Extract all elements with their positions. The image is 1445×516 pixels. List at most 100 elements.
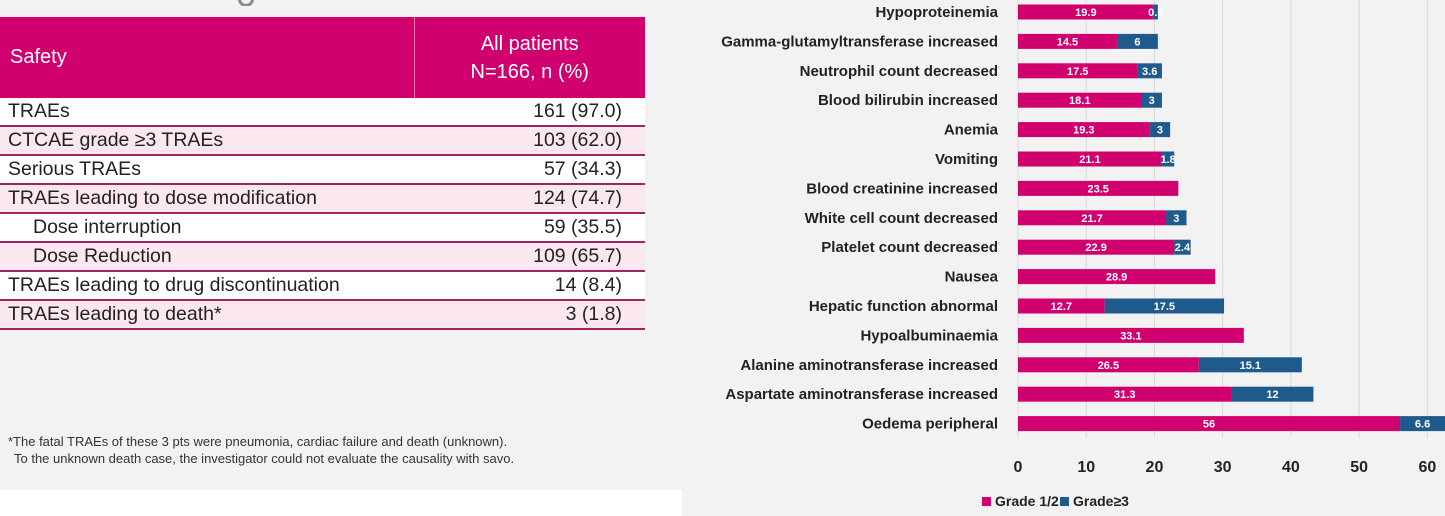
category-label: Anemia <box>944 122 999 139</box>
row-value: 161 (97.0) <box>414 98 645 127</box>
data-label: 17.5 <box>1067 66 1088 78</box>
bar-grade-3 <box>1198 357 1302 373</box>
legend: Grade 1/2 Grade≥3 <box>982 493 1129 509</box>
x-tick-label: 20 <box>1146 459 1164 476</box>
row-label: TRAEs leading to dose modification <box>0 184 414 214</box>
bar-grade-3 <box>1137 63 1162 79</box>
x-tick-label: 40 <box>1282 459 1300 476</box>
x-axis-ticks: 0 10 20 30 40 50 60 <box>1014 459 1437 476</box>
data-label: 18.1 <box>1069 95 1090 107</box>
bar-grade-1-2 <box>1018 151 1162 167</box>
legend-label-grade-3: Grade≥3 <box>1073 493 1129 509</box>
bar-grade-3 <box>1174 239 1191 255</box>
data-label: 2.4 <box>1175 242 1191 254</box>
category-label: White cell count decreased <box>805 210 998 227</box>
data-label: 3 <box>1157 125 1163 137</box>
bar-grade-1-2 <box>1018 33 1117 49</box>
bar-grade-3 <box>1166 210 1187 226</box>
bar-grade-3 <box>1104 298 1225 314</box>
table-header-row: Safety All patients N=166, n (%) <box>0 17 645 98</box>
category-label: Hepatic function abnormal <box>809 298 998 315</box>
bar-grade-3 <box>1149 122 1171 138</box>
row-label: Dose interruption <box>0 213 414 243</box>
data-label: 6 <box>1134 36 1140 48</box>
bar-grade-3 <box>1400 416 1445 432</box>
row-value: 14 (8.4) <box>414 271 645 301</box>
data-label: 26.5 <box>1098 360 1119 372</box>
data-label: 6.6 <box>1415 419 1430 431</box>
legend-label-grade-1-2: Grade 1/2 <box>995 493 1059 509</box>
bar-grade-1-2 <box>1018 327 1244 343</box>
row-label: TRAEs <box>0 98 414 127</box>
adverse-events-chart: Hypoproteinemia Gamma-glutamyltransferase… <box>721 0 1445 509</box>
category-label: Platelet count decreased <box>821 239 998 256</box>
data-label: 19.9 <box>1075 7 1096 19</box>
bar-grade-1-2 <box>1018 416 1401 432</box>
table-row: TRAEs leading to dose modification 124 (… <box>0 184 645 214</box>
category-label: Oedema peripheral <box>862 416 998 433</box>
data-label: 23.5 <box>1087 183 1108 195</box>
bar-grade-3 <box>1116 33 1158 49</box>
bar-grade-3 <box>1153 4 1158 20</box>
row-label: Dose Reduction <box>0 242 414 272</box>
data-label: 15.1 <box>1240 360 1261 372</box>
bar-grade-1-2 <box>1018 4 1154 20</box>
category-label: Gamma-glutamyltransferase increased <box>721 33 998 50</box>
table-row: TRAEs leading to death* 3 (1.8) <box>0 300 645 330</box>
category-label: Hypoproteinemia <box>875 4 998 21</box>
row-label: TRAEs leading to drug discontinuation <box>0 271 414 301</box>
bar-grade-1-2 <box>1018 180 1179 196</box>
bar-grade-3 <box>1231 386 1314 402</box>
bar-grade-3 <box>1161 151 1175 167</box>
bar-grade-1-2 <box>1018 210 1167 226</box>
table-row: Dose Reduction 109 (65.7) <box>0 242 645 272</box>
bar-grade-1-2 <box>1018 122 1150 138</box>
data-label: 19.3 <box>1073 125 1094 137</box>
row-label: Serious TRAEs <box>0 155 414 185</box>
x-tick-label: 10 <box>1077 459 1095 476</box>
data-label: 31.3 <box>1114 389 1135 401</box>
row-label: CTCAE grade ≥3 TRAEs <box>0 126 414 156</box>
row-value: 3 (1.8) <box>414 300 645 330</box>
safety-table: Safety All patients N=166, n (%) TRAEs 1… <box>0 17 645 330</box>
bar-grade-1-2 <box>1018 92 1142 108</box>
category-label: Nausea <box>945 269 999 286</box>
x-tick-label: 0 <box>1014 459 1023 476</box>
table-row: TRAEs leading to drug discontinuation 14… <box>0 271 645 301</box>
category-label: Aspartate aminotransferase increased <box>725 386 998 403</box>
category-label: Alanine aminotransferase increased <box>740 357 998 374</box>
table-row: Serious TRAEs 57 (34.3) <box>0 155 645 185</box>
data-label: 3.6 <box>1142 66 1157 78</box>
bar-grade-1-2 <box>1018 298 1105 314</box>
category-labels: Hypoproteinemia Gamma-glutamyltransferase… <box>721 4 998 433</box>
x-tick-label: 30 <box>1214 459 1232 476</box>
row-value: 124 (74.7) <box>414 184 645 214</box>
x-tick-label: 50 <box>1350 459 1368 476</box>
row-label: TRAEs leading to death* <box>0 300 414 330</box>
category-label: Blood creatinine increased <box>806 180 998 197</box>
bar-grade-1-2 <box>1018 386 1232 402</box>
data-label: 12 <box>1266 389 1278 401</box>
category-label: Vomiting <box>935 151 998 168</box>
footnote: *The fatal TRAEs of these 3 pts were pne… <box>8 433 514 467</box>
row-value: 57 (34.3) <box>414 155 645 185</box>
data-label: 22.9 <box>1085 242 1106 254</box>
data-label: 14.5 <box>1057 36 1078 48</box>
bar-grade-1-2 <box>1018 63 1138 79</box>
table-row: TRAEs 161 (97.0) <box>0 98 645 127</box>
data-label: 56 <box>1203 419 1215 431</box>
data-label: 1.8 <box>1160 154 1175 166</box>
data-label: 3 <box>1173 213 1179 225</box>
row-value: 103 (62.0) <box>414 126 645 156</box>
data-label: 17.5 <box>1154 301 1175 313</box>
bar-grade-3 <box>1141 92 1162 108</box>
header-all-patients: All patients N=166, n (%) <box>413 17 645 98</box>
row-value: 109 (65.7) <box>414 242 645 272</box>
row-value: 59 (35.5) <box>414 213 645 243</box>
data-label: 0.6 <box>1148 7 1163 19</box>
cropped-title-fragment <box>0 0 256 6</box>
header-all-patients-line1: All patients <box>480 32 579 55</box>
table-row: Dose interruption 59 (35.5) <box>0 213 645 243</box>
category-label: Hypoalbuminaemia <box>860 327 998 344</box>
footnote-line-1: *The fatal TRAEs of these 3 pts were pne… <box>8 434 508 449</box>
